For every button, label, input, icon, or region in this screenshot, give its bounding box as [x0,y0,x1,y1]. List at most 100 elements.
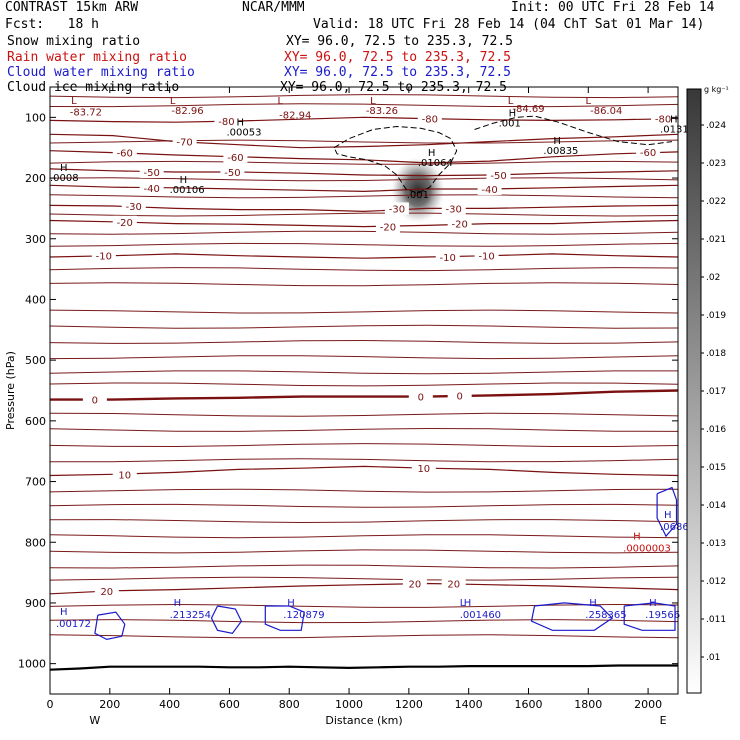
temperature-isotherm [49,103,679,108]
x-tick-label: 800 [279,698,300,711]
contour-label: -30 [389,204,405,215]
contour-label: -50 [144,168,160,179]
temperature-contour-m20 [49,219,679,228]
y-tick-label: 400 [25,293,46,306]
low-marker: L [71,96,77,107]
colorbar-tick-label: .023 [706,159,726,169]
temperature-isotherm [49,242,679,247]
contour-label-background [441,577,466,590]
high-marker: H [633,531,641,542]
temperature-isotherm [49,177,679,182]
contour-label: -80 [422,115,438,126]
x-tick-label: 0 [47,698,54,711]
high-marker: H [174,598,182,609]
contour-label: -20 [380,223,396,234]
contour-label-background [112,215,137,228]
east-label: E [660,714,667,727]
temperature-isotherm [49,534,679,539]
colorbar [686,88,702,694]
cloud-water-contour [623,602,676,631]
cloud-ice-contour [333,125,458,194]
contour-label-background [172,135,197,148]
colorbar-tick-label: .01 [706,653,720,663]
temperature-isotherm [49,160,679,165]
cloud-ice-maximum-label: .001 [499,118,521,129]
temperature-contour-m60 [49,150,679,164]
x-tick-label: 1400 [455,698,483,711]
y-tick-label: 900 [25,597,46,610]
cloud-water-maximum-label: .0686 [660,522,689,533]
contour-label: -10 [96,252,112,263]
valid-time: Valid: 18 UTC Fri 28 Feb 14 (04 ChT Sat … [313,17,705,32]
high-marker: H [287,598,295,609]
contour-label: 0 [457,391,463,402]
contour-label-background [121,199,146,212]
cloud-water-maximum-label: .19566 [645,610,680,621]
temperature-contour-m70 [49,133,679,149]
contour-label: -20 [452,220,468,231]
y-tick-label: 300 [25,233,46,246]
temperature-isotherm [49,309,679,314]
contour-label: 0 [92,396,98,407]
cloud-water-contour [530,602,614,631]
temperature-isotherm [49,412,679,417]
temperature-isotherm [49,94,679,99]
x-tick-label: 200 [99,698,120,711]
temperature-isotherm [49,370,678,375]
high-marker: H [236,118,244,129]
rain-water-maximum-label: .0000003 [623,543,671,554]
y-tick-label: 500 [25,354,46,367]
colorbar-unit: g kg⁻¹ [704,85,729,94]
contour-label: 20 [447,580,460,591]
contour-label-background [139,165,164,178]
high-marker: H [664,510,672,521]
cloud-water-contour [264,605,305,631]
contour-label-background [417,112,442,125]
contour-label: -30 [446,204,462,215]
west-label: W [89,714,100,727]
minimum-temperature-label: -84.69 [512,104,544,115]
temperature-isotherm [49,212,679,217]
temperature-isotherm [49,324,679,329]
temperature-isotherm [49,194,679,199]
contour-label: 10 [118,470,131,481]
init-time: Init: 00 UTC Fri 28 Feb 14 [511,0,715,15]
contour-label: -40 [481,185,497,196]
contour-label-background [477,182,502,195]
contour-label-background [636,145,661,158]
temperature-isotherm [49,230,679,235]
contour-label-background [408,390,433,403]
surface-pressure-line [49,664,678,671]
temperature-isotherm [49,564,679,569]
temperature-isotherm [49,619,679,624]
contour-label: -60 [640,148,656,159]
high-marker: H [464,598,472,609]
contour-label: 20 [100,587,113,598]
temperature-isotherm [49,427,679,432]
y-tick-label: 800 [25,536,46,549]
contour-label-background [223,150,248,163]
snow-contour-label: .001 [407,190,429,201]
contour-label: -40 [144,184,160,195]
cloud-ice-maximum-label: .00053 [226,128,261,139]
y-tick-label: 100 [25,111,46,124]
contour-label: 0 [418,393,424,404]
legend-rain-name: Rain water mixing ratio [7,50,188,65]
high-marker: H [553,136,561,147]
legend-cloud-water-name: Cloud water mixing ratio [7,65,195,80]
temperature-isotherm [49,519,679,524]
x-tick-label: 2000 [634,698,662,711]
temperature-contour-20 [49,582,679,595]
high-marker: H [509,108,517,119]
temperature-isotherm [49,339,679,344]
colorbar-tick-label: .021 [706,235,726,245]
minimum-temperature-label: -82.96 [171,106,203,117]
forecast-hour-label: Fcst: [5,17,45,32]
colorbar-tick-label: .02 [706,273,720,283]
colorbar-tick-label: .019 [706,311,726,321]
low-marker: L [585,96,591,107]
contour-label-background [82,393,107,406]
contour-label-background [402,577,427,590]
y-tick-label: 200 [25,172,46,185]
